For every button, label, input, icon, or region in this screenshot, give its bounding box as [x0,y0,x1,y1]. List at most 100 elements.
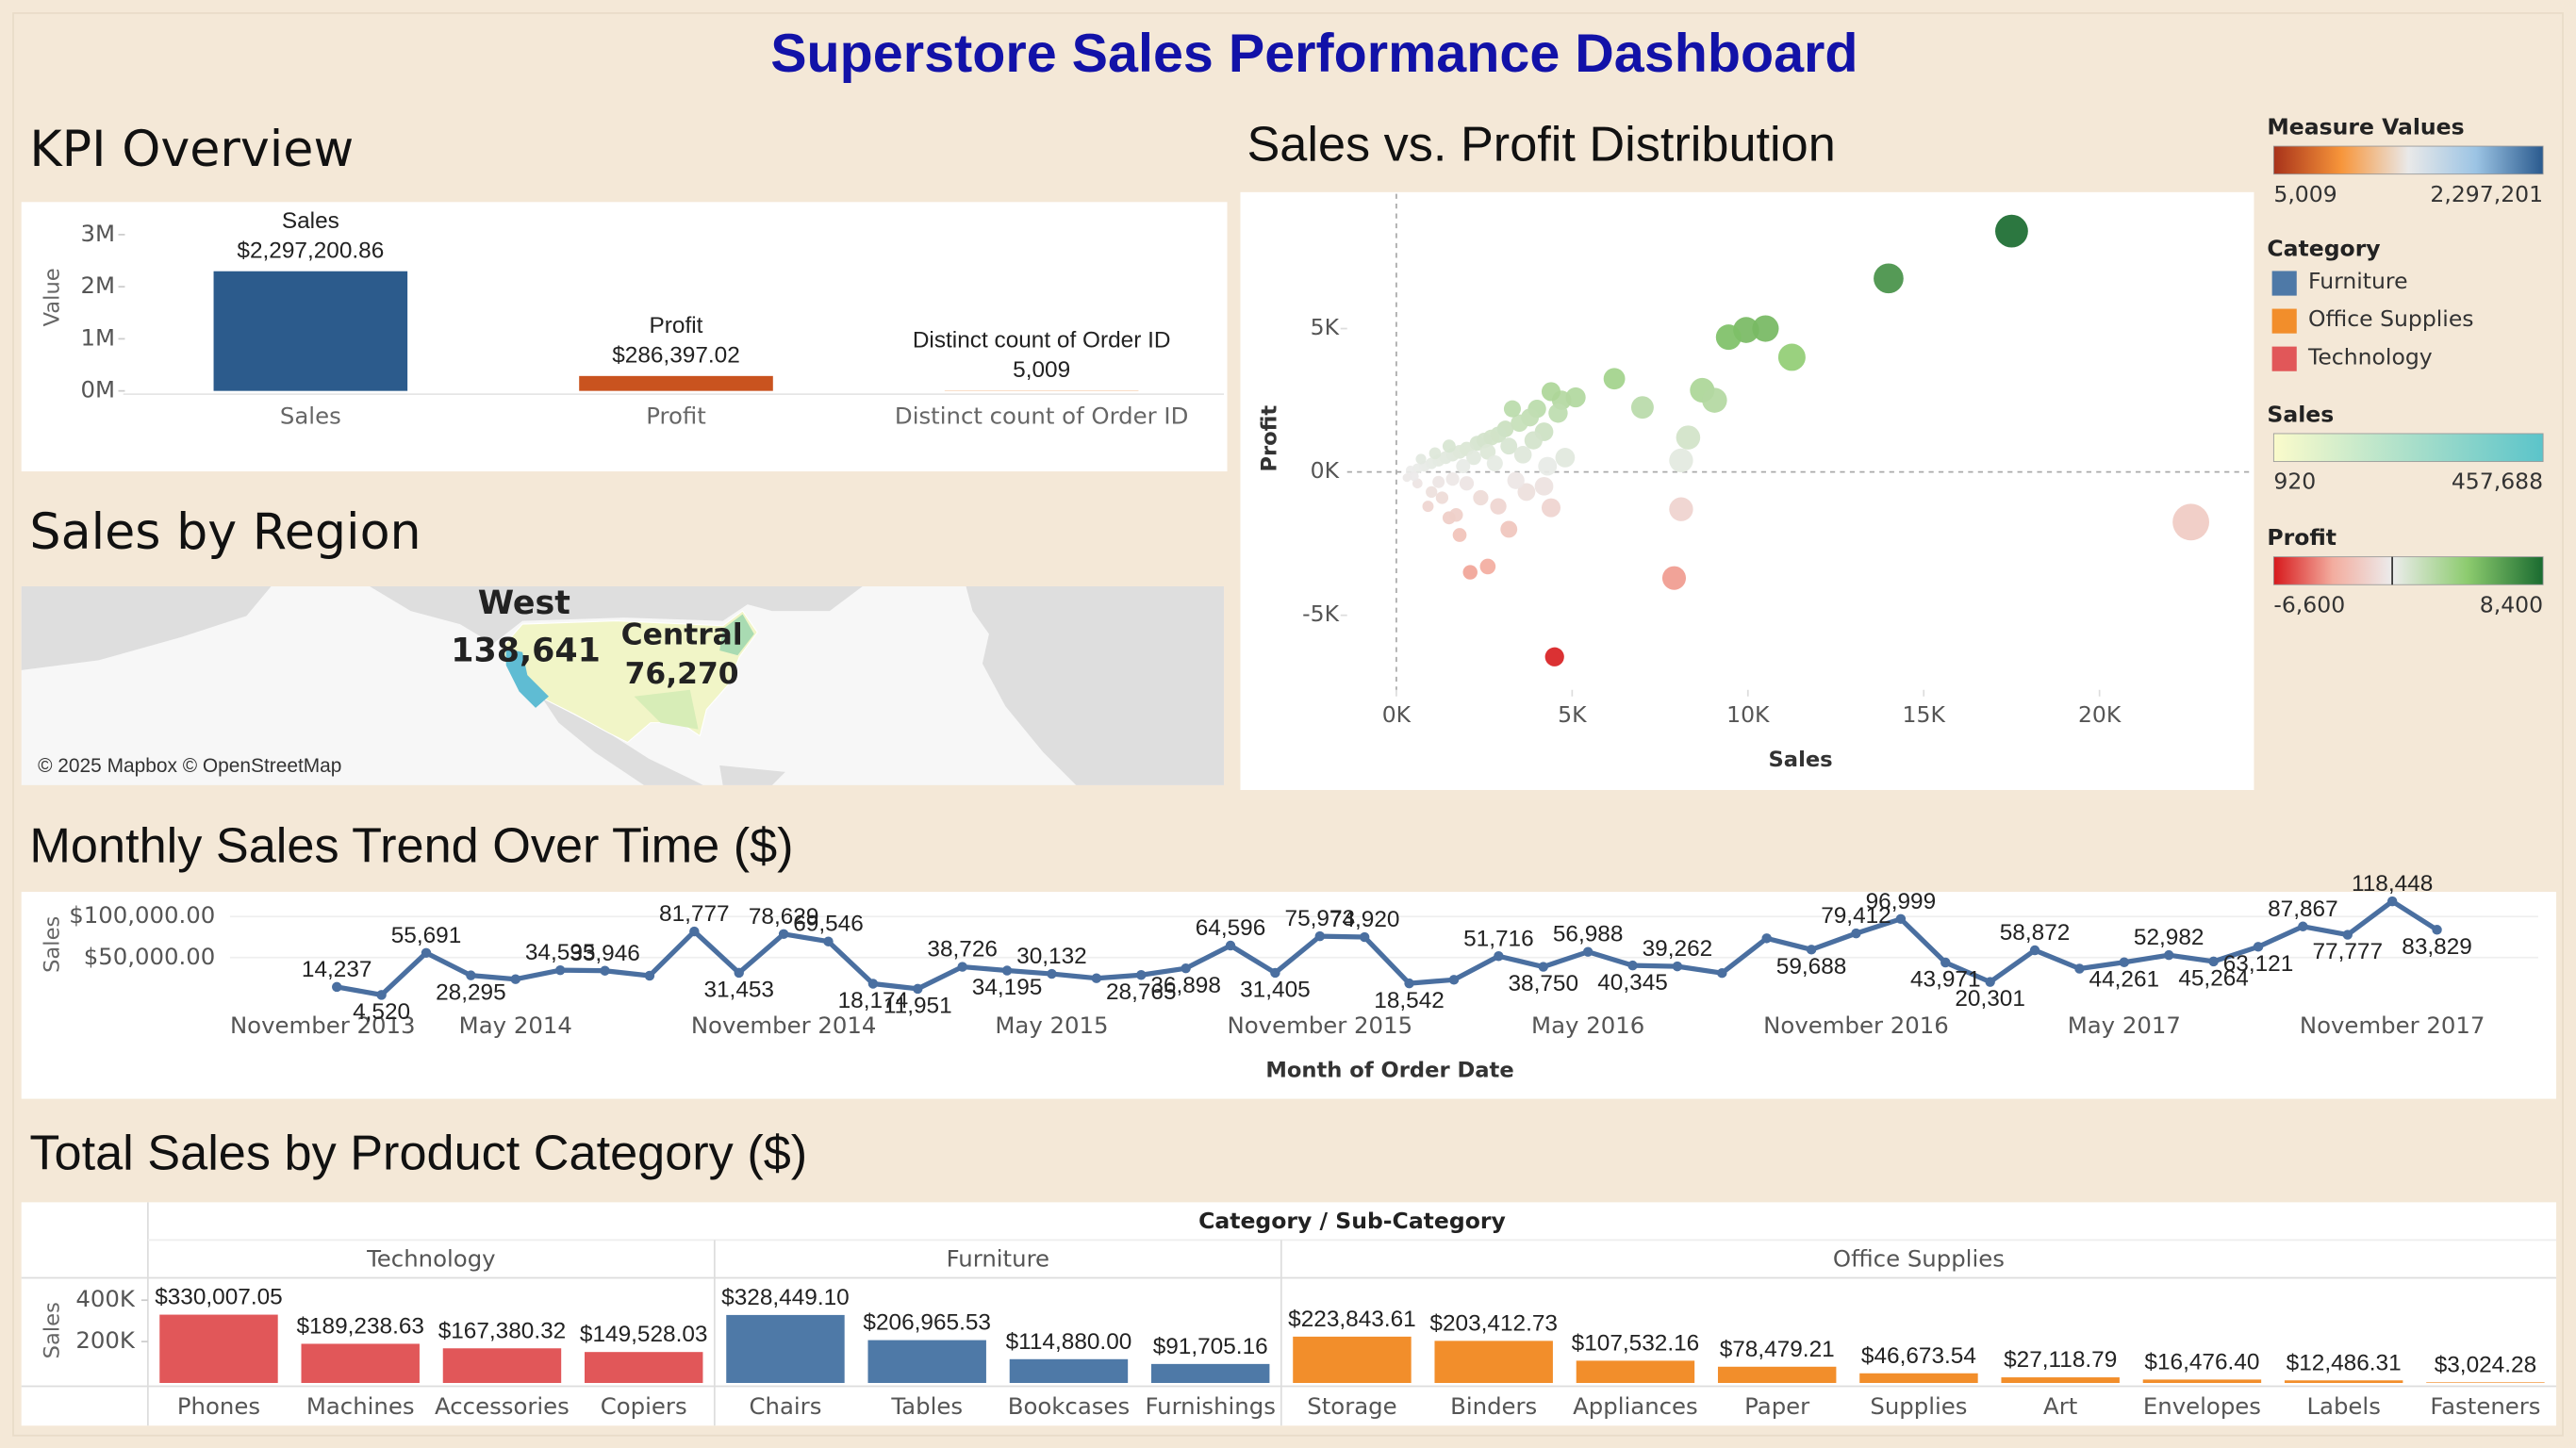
data-label: $114,880.00 [1006,1329,1132,1355]
point [1534,476,1554,496]
data-label: 45,264 [2178,965,2249,991]
point [1490,498,1507,515]
point [1435,491,1449,504]
point [689,926,700,937]
section-title: Monthly Sales Trend Over Time ($) [29,819,793,874]
x-tick-label: 20K [2078,701,2122,728]
map-attribution: © 2025 Mapbox © OpenStreetMap [38,755,341,777]
map-state [634,689,699,730]
legend-label: 2,297,201 [2430,181,2543,207]
point [644,970,655,981]
point [2386,896,2398,907]
point [510,974,521,984]
point [1047,968,1057,979]
y-tick-label: $100,000.00 [69,901,215,929]
map-land [966,585,1225,785]
x-tick-label: May 2017 [2068,1012,2181,1039]
legend-gradient [2272,145,2544,175]
x-tick-label: November 2014 [691,1012,877,1039]
data-label: $330,007.05 [155,1285,283,1310]
legend-title: Sales [2267,401,2334,427]
x-tick-label: Appliances [1573,1392,1698,1420]
x-tick-label: Distinct count of Order ID [895,403,1188,430]
point [1995,214,2028,248]
data-label-name: Distinct count of Order ID [913,328,1171,354]
data-label: 64,596 [1196,915,1266,941]
data-label: 5,009 [1013,357,1070,383]
point [1555,448,1576,468]
point [466,970,476,980]
data-label: 43,971 [1910,967,1981,993]
point [1851,928,1861,939]
point [1500,520,1518,538]
legend-label: Furniture [2308,268,2408,294]
data-label: $189,238.63 [296,1313,424,1339]
legend-label: -6,600 [2273,591,2345,617]
line [336,898,2438,997]
point [1479,444,1496,460]
data-label: 58,872 [2000,920,2071,946]
point [957,962,967,972]
map-land [21,585,272,670]
point [2029,945,2040,956]
x-tick-label: Bookcases [1008,1392,1130,1420]
x-tick-label: Art [2043,1392,2077,1420]
data-label: $223,843.61 [1288,1307,1416,1332]
frame [12,12,2564,1437]
data-label: 77,777 [2312,939,2383,964]
point [1409,471,1419,482]
section-title: Total Sales by Product Category ($) [29,1126,807,1180]
x-tick-label: Furnishings [1145,1392,1276,1420]
point [1544,647,1564,666]
y-tick-label: 3M [80,220,115,247]
data-label: $27,118.79 [2004,1347,2117,1373]
region-value: 138,641 [451,633,601,670]
data-label: 87,867 [2268,897,2338,922]
data-label: 79,412 [1821,903,1891,929]
bar [579,375,773,391]
data-label: 28,295 [436,979,506,1005]
point [1091,973,1102,983]
bar [301,1343,420,1384]
bar [213,271,408,391]
x-tick-label: May 2014 [459,1012,572,1039]
map[interactable]: West 138,641 Central 76,270 © 2025 Mapbo… [21,584,1225,785]
bar [1150,1363,1270,1384]
point [1428,447,1442,460]
point [1449,508,1463,522]
data-label: 18,542 [1374,988,1445,1013]
x-tick-label: November 2016 [1763,1012,1949,1039]
legend-label: 920 [2273,469,2316,495]
legend-label: 8,400 [2480,591,2543,617]
x-tick-label: Phones [177,1392,260,1420]
data-label: 4,520 [353,999,410,1025]
bar [442,1348,562,1384]
point [1513,446,1532,464]
data-label: 33,946 [570,941,640,966]
data-label: 31,453 [703,978,774,1003]
point [1402,473,1412,483]
data-label: 28,765 [1106,979,1177,1005]
legend-gradient [2272,433,2544,463]
point [734,967,744,979]
legend-label: 5,009 [2273,181,2337,207]
point [778,929,789,940]
point [1500,437,1518,455]
point [376,990,387,1000]
point [1669,448,1693,473]
y-tick-label: 400K [75,1285,136,1312]
section-title: Sales by Region [29,503,421,561]
data-label: 40,345 [1597,970,1668,996]
point [2298,921,2308,931]
data-label: 56,988 [1553,922,1624,947]
point [2253,942,2264,952]
point [1541,498,1561,518]
bar [726,1314,845,1384]
data-label: $12,486.31 [2287,1350,2402,1375]
header: Category / Sub-Category [1198,1208,1506,1234]
data-label: 44,261 [2089,966,2160,992]
point [1270,967,1280,979]
y-tick-label: 0M [80,376,115,403]
x-tick-label: Paper [1744,1392,1810,1420]
